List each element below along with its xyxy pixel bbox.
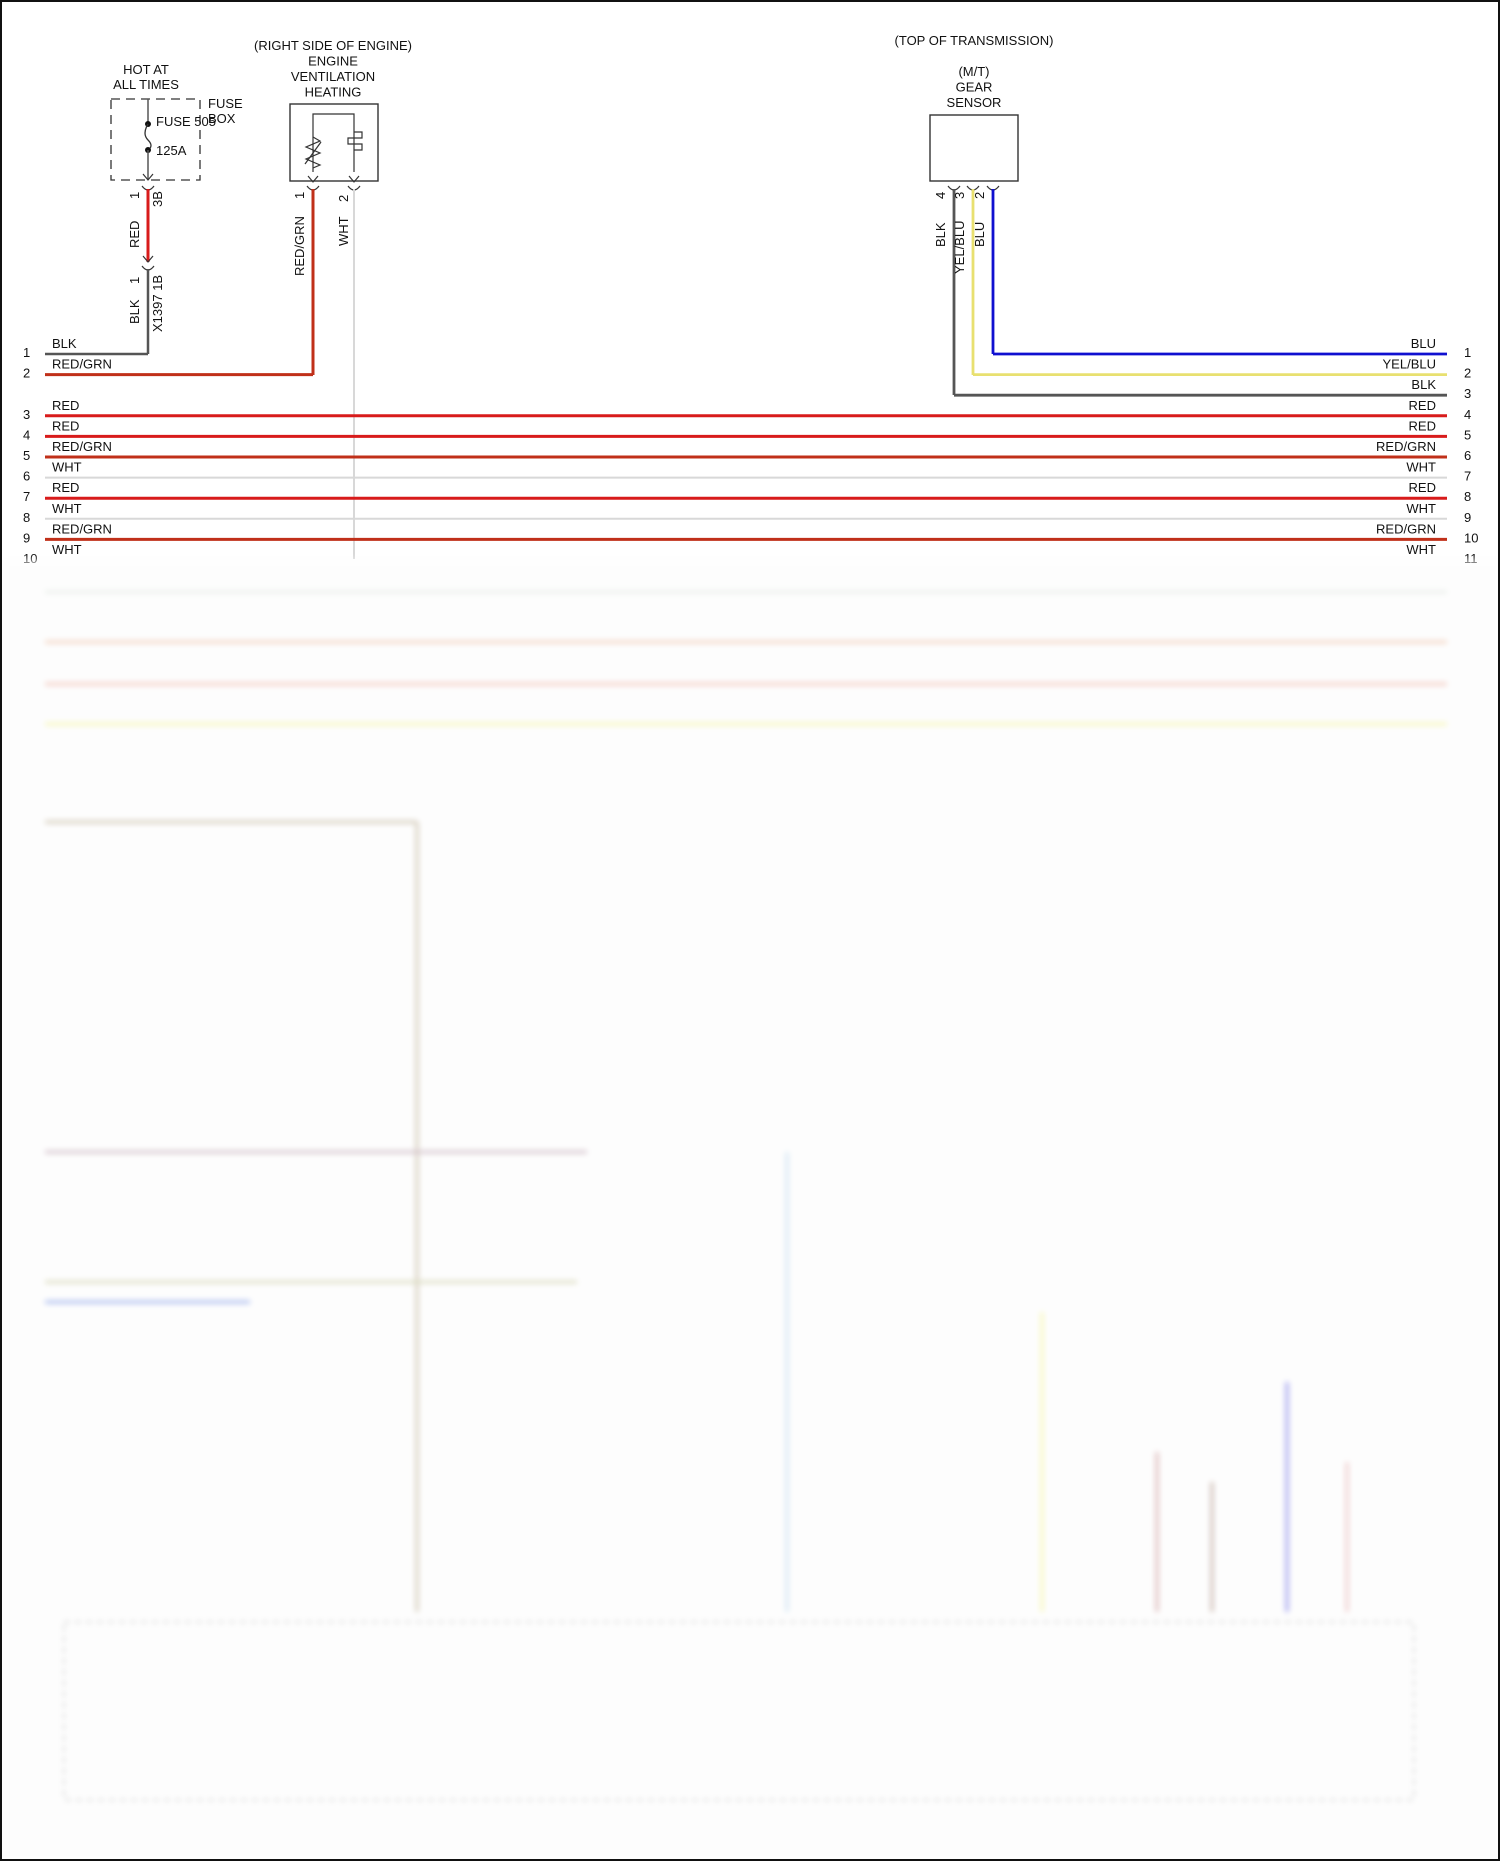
thermistor-mark [304,141,322,165]
pin-number: 2 [336,195,351,202]
fuse-box-label: FUSE [208,96,243,111]
left-wire-label: RED/GRN [52,357,112,372]
fuse-box-label: BOX [208,111,236,126]
left-pin-number: 7 [23,489,30,504]
right-pin-number: 4 [1464,407,1471,422]
pin-number: 2 [972,192,987,199]
wire-color-label: RED/GRN [292,216,307,276]
right-wire-label: WHT [1406,460,1436,475]
left-wire-label: WHT [52,501,82,516]
left-pin-number: 4 [23,427,30,442]
right-wire-label: RED [1409,418,1436,433]
left-wire-label: RED/GRN [52,521,112,536]
component-location: (TOP OF TRANSMISSION) [895,33,1054,48]
component-title: ENGINE [308,54,358,69]
right-pin-number: 10 [1464,530,1478,545]
pin-number: 3 [952,192,967,199]
fuse-hot-label: ALL TIMES [113,77,179,92]
control-module-outline [63,1621,1415,1801]
fuse-rating: 125A [156,143,187,158]
left-pin-number: 9 [23,530,30,545]
wire-color-label: BLK [127,299,142,324]
wire-color-label: RED [127,221,142,248]
left-pin-number: 2 [23,366,30,381]
component-title: HEATING [305,85,362,100]
left-wire-label: RED/GRN [52,439,112,454]
left-pin-number: 1 [23,345,30,360]
left-wire-label: RED [52,418,79,433]
right-wire-label: BLK [1411,377,1436,392]
left-pin-number: 3 [23,407,30,422]
right-pin-number: 1 [1464,345,1471,360]
right-pin-number: 3 [1464,386,1471,401]
pin-number: 1 [127,192,142,199]
component-title: (M/T) [958,64,989,79]
component-title: (RIGHT SIDE OF ENGINE) [254,38,412,53]
right-wire-label: RED/GRN [1376,439,1436,454]
pin-number: 1 [127,277,142,284]
right-wire-label: WHT [1406,501,1436,516]
right-pin-number: 9 [1464,510,1471,525]
left-wire-label: RED [52,398,79,413]
pin-number: 1 [292,192,307,199]
left-pin-number: 6 [23,469,30,484]
wire-color-label: YEL/BLU [952,221,967,274]
connector-id: 3B [150,191,165,207]
obscured-lower-diagram [2,559,1498,1859]
pin-arrow-icon [348,175,360,183]
right-wire-label: YEL/BLU [1383,357,1436,372]
gear-sensor-box [929,114,1019,182]
left-wire-label: BLK [52,336,77,351]
right-wire-label: RED [1409,480,1436,495]
right-pin-number: 2 [1464,366,1471,381]
right-wire-label: RED/GRN [1376,521,1436,536]
pin-arrow-icon [142,255,154,263]
fuse-hot-label: HOT AT [123,62,169,77]
heater-component-box [289,103,379,182]
resistor-icon [304,136,322,169]
right-wire-label: RED [1409,398,1436,413]
fuse-box-outline [110,98,201,181]
component-title: VENTILATION [291,69,375,84]
right-pin-number: 6 [1464,448,1471,463]
pin-arrow-icon [142,173,154,181]
right-pin-number: 8 [1464,489,1471,504]
heater-element-icon [347,131,363,151]
left-pin-number: 5 [23,448,30,463]
component-title: SENSOR [947,95,1002,110]
fuse-name: FUSE 505 [156,114,216,129]
wire-color-label: WHT [336,216,351,246]
right-pin-number: 7 [1464,469,1471,484]
fuse-icon [144,123,152,151]
heater-internal-circuit [312,113,355,172]
pin-arrow-icon [307,175,319,183]
left-wire-label: RED [52,480,79,495]
left-wire-label: WHT [52,460,82,475]
left-wire-label: WHT [52,542,82,557]
right-wire-label: WHT [1406,542,1436,557]
component-title: GEAR [956,80,993,95]
connector-id: X1397 1B [150,275,165,332]
pin-number: 4 [933,192,948,199]
wire-color-label: BLU [972,222,987,247]
left-pin-number: 8 [23,510,30,525]
right-wire-label: BLU [1411,336,1436,351]
obscured-wires [45,590,1447,1801]
wire-color-label: BLK [933,222,948,247]
right-pin-number: 5 [1464,427,1471,442]
